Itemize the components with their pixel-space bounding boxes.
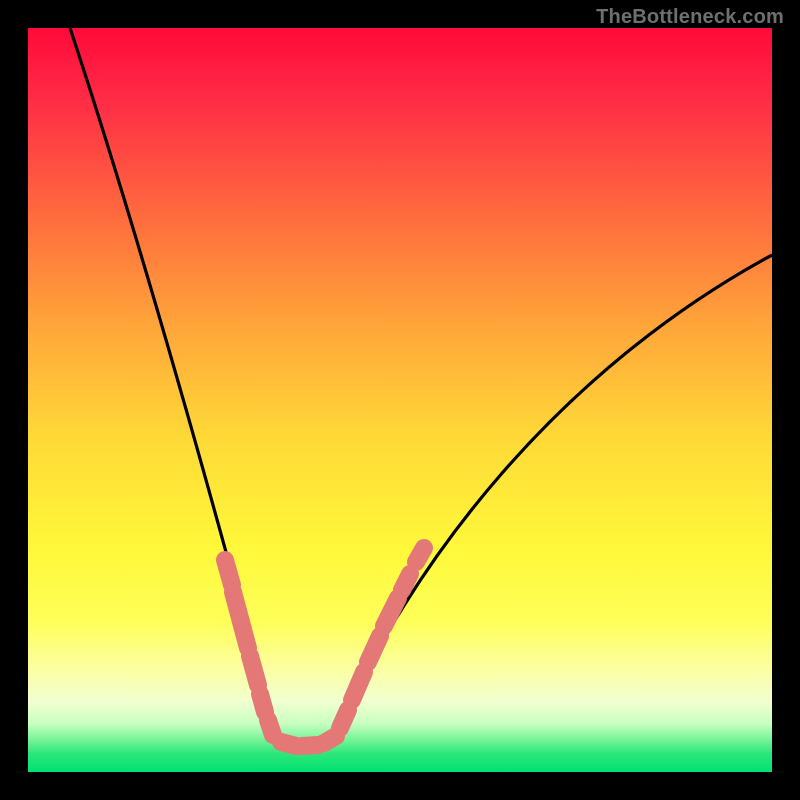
curve-marker [402,574,410,590]
curve-marker [416,548,424,562]
curve-marker [268,720,273,735]
curve-marker [352,672,364,700]
chart-frame: TheBottleneck.com [0,0,800,800]
curve-marker [260,694,265,712]
watermark-text: TheBottleneck.com [596,6,784,29]
curve-marker [340,710,348,728]
curve-marker [324,736,336,743]
bottleneck-chart [0,0,800,800]
curve-marker [225,560,232,585]
chart-background [28,28,772,772]
curve-marker [250,656,258,685]
curve-marker [368,636,380,662]
curve-marker [384,598,398,626]
